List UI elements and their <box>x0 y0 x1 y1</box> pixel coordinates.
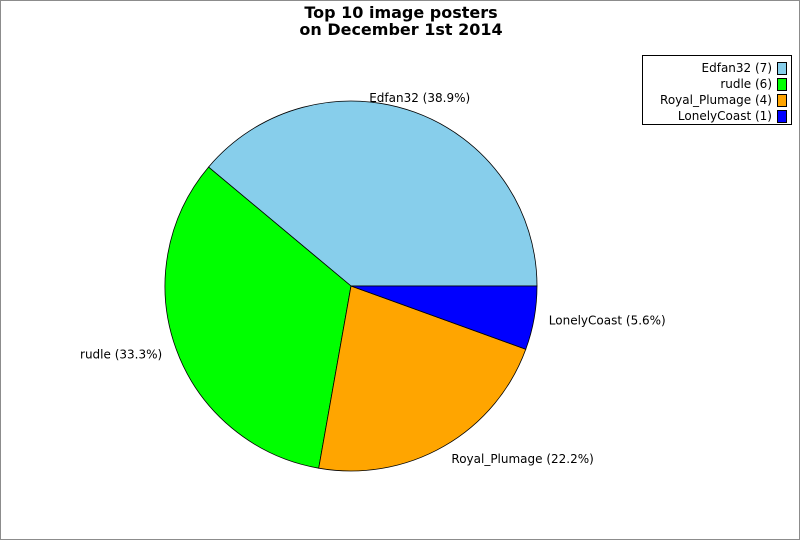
legend-item-edfan32: Edfan32 (7) <box>643 60 787 76</box>
slice-label-rudle: rudle (33.3%) <box>80 347 162 361</box>
legend-item-lonelycoast: LonelyCoast (1) <box>643 108 787 124</box>
legend-label: LonelyCoast (1) <box>677 109 772 123</box>
pie-slice-lonelycoast <box>350 285 538 350</box>
chart-title-line-1: Top 10 image posters <box>304 3 498 22</box>
legend-item-royal-plumage: Royal_Plumage (4) <box>643 92 787 108</box>
legend-swatch <box>777 109 787 123</box>
slice-label-edfan32: Edfan32 (38.9%) <box>369 91 470 105</box>
pie-slice-rudle <box>164 166 352 469</box>
legend-label: Edfan32 (7) <box>701 61 772 75</box>
legend-swatch <box>777 93 787 107</box>
legend-label: Royal_Plumage (4) <box>660 93 772 107</box>
pie-slice-edfan32 <box>207 100 538 287</box>
legend: Edfan32 (7) rudle (6) Royal_Plumage (4) … <box>642 55 792 125</box>
chart-title: Top 10 image posters on December 1st 201… <box>1 4 800 38</box>
legend-swatch <box>777 61 787 75</box>
slice-label-royal-plumage: Royal_Plumage (22.2%) <box>451 452 593 466</box>
chart-title-line-2: on December 1st 2014 <box>299 20 503 39</box>
legend-swatch <box>777 77 787 91</box>
pie-slices <box>164 100 538 472</box>
pie-slice-labels: Edfan32 (38.9%) rudle (33.3%) Royal_Plumag… <box>80 91 666 466</box>
pie-slice-royal-plumage <box>318 285 527 472</box>
legend-label: rudle (6) <box>720 77 772 91</box>
legend-item-rudle: rudle (6) <box>643 76 787 92</box>
slice-label-lonelycoast: LonelyCoast (5.6%) <box>549 314 666 328</box>
